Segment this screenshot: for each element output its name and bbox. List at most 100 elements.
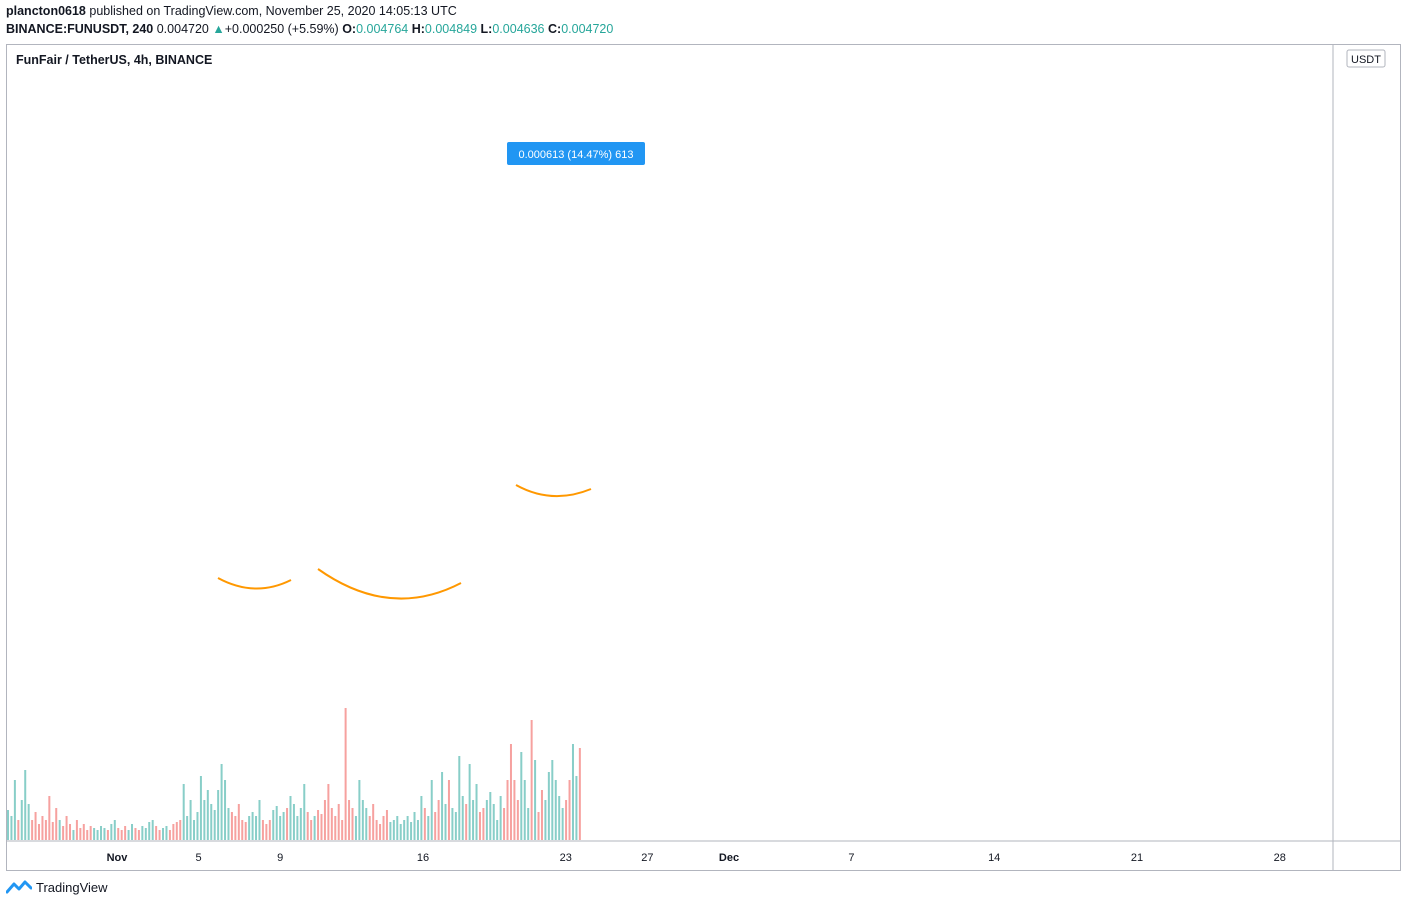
volume-bar xyxy=(516,800,519,840)
volume-bar xyxy=(227,808,230,840)
volume-bar xyxy=(44,820,47,840)
volume-bar xyxy=(530,720,533,840)
open-label: O: xyxy=(342,22,357,36)
low-value: 0.004636 xyxy=(492,22,545,36)
volume-bar xyxy=(368,816,371,840)
volume-bar xyxy=(289,796,292,840)
volume-bar xyxy=(272,810,275,840)
volume-bar xyxy=(447,780,450,840)
volume-bar xyxy=(248,816,251,840)
tradingview-logo-icon xyxy=(6,880,32,894)
volume-bar xyxy=(179,820,182,840)
volume-bar xyxy=(65,816,68,840)
volume-bar xyxy=(323,800,326,840)
volume-bar xyxy=(34,812,37,840)
volume-bar xyxy=(468,764,471,840)
time-tick-label: 21 xyxy=(1131,852,1143,864)
volume-bar xyxy=(69,824,72,840)
tradingview-footer[interactable]: TradingView xyxy=(6,879,108,895)
volume-bar xyxy=(506,780,509,840)
volume-bar xyxy=(451,808,454,840)
volume-bar xyxy=(303,784,306,840)
volume-bar xyxy=(20,800,23,840)
volume-bar xyxy=(241,820,244,840)
volume-bar xyxy=(478,812,481,840)
time-tick-label: 5 xyxy=(196,852,202,864)
volume-bar xyxy=(485,800,488,840)
volume-bar xyxy=(186,816,189,840)
volume-bar xyxy=(117,828,120,840)
time-tick-label: Nov xyxy=(107,852,129,864)
volume-bar xyxy=(458,756,461,840)
volume-bar xyxy=(330,808,333,840)
volume-bar xyxy=(193,820,196,840)
volume-bar xyxy=(162,828,165,840)
volume-bar xyxy=(365,808,368,840)
volume-bar xyxy=(203,800,206,840)
volume-bar xyxy=(358,780,361,840)
last-price: 0.004720 xyxy=(156,22,209,36)
close-label: C: xyxy=(547,22,562,36)
currency-badge xyxy=(1346,49,1386,68)
volume-bar xyxy=(268,820,271,840)
symbol-label[interactable]: BINANCE:FUNUSDT, 240 xyxy=(6,22,154,36)
volume-bar xyxy=(554,780,557,840)
volume-bar xyxy=(296,816,299,840)
volume-bar xyxy=(461,796,464,840)
author-name[interactable]: plancton0618 xyxy=(6,4,86,18)
volume-bar xyxy=(472,800,475,840)
volume-bar xyxy=(158,830,161,840)
volume-bar xyxy=(134,828,137,840)
volume-bar xyxy=(544,800,547,840)
volume-bar xyxy=(93,828,96,840)
volume-bar xyxy=(547,772,550,840)
price-change: +0.000250 (+5.59%) xyxy=(224,22,339,36)
chart-frame[interactable] xyxy=(6,44,1401,871)
volume-bar xyxy=(423,808,426,840)
volume-bar xyxy=(196,812,199,840)
left-shoulder-arc xyxy=(217,577,292,590)
volume-bar xyxy=(292,804,295,840)
volume-bar xyxy=(286,808,289,840)
time-tick-label: 27 xyxy=(641,852,653,864)
volume-bar xyxy=(168,830,171,840)
volume-bar xyxy=(348,800,351,840)
volume-bar xyxy=(213,810,216,840)
volume-bar xyxy=(175,822,178,840)
volume-bar xyxy=(527,808,530,840)
volume-bar xyxy=(513,780,516,840)
volume-bar xyxy=(496,820,499,840)
volume-bar xyxy=(551,760,554,840)
volume-bar xyxy=(320,814,323,840)
volume-bar xyxy=(89,826,92,840)
volume-bar xyxy=(385,810,388,840)
volume-bar xyxy=(279,816,282,840)
volume-bar xyxy=(575,776,578,840)
volume-bar xyxy=(344,708,347,840)
volume-bar xyxy=(113,820,116,840)
low-label: L: xyxy=(480,22,493,36)
volume-bar xyxy=(299,808,302,840)
volume-bar xyxy=(251,812,254,840)
time-tick-label: 9 xyxy=(277,852,283,864)
high-label: H: xyxy=(411,22,425,36)
volume-bar xyxy=(124,826,127,840)
volume-bar xyxy=(437,800,440,840)
volume-bar xyxy=(317,810,320,840)
volume-bar xyxy=(13,780,16,840)
volume-bar xyxy=(120,830,123,840)
volume-bar xyxy=(420,796,423,840)
measure-label-box xyxy=(507,142,645,165)
volume-bar xyxy=(354,816,357,840)
published-text: published on TradingView.com, November 2… xyxy=(89,4,457,18)
volume-bar xyxy=(410,822,413,840)
volume-bar xyxy=(182,784,185,840)
volume-bar xyxy=(561,808,564,840)
volume-bar xyxy=(199,776,202,840)
volume-bar xyxy=(258,800,261,840)
volume-bar xyxy=(389,822,392,840)
volume-bar xyxy=(523,780,526,840)
open-value: 0.004764 xyxy=(356,22,409,36)
volume-bar xyxy=(131,824,134,840)
